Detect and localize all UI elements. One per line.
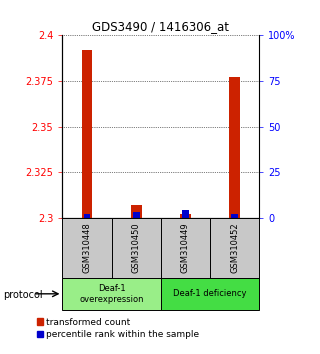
Bar [112, 218, 161, 278]
Title: GDS3490 / 1416306_at: GDS3490 / 1416306_at [92, 20, 229, 33]
Legend: transformed count, percentile rank within the sample: transformed count, percentile rank withi… [36, 318, 200, 339]
Bar [180, 214, 191, 218]
Text: Deaf-1 deficiency: Deaf-1 deficiency [173, 289, 247, 298]
Bar [161, 218, 210, 278]
Text: protocol: protocol [3, 290, 43, 299]
Bar [62, 218, 112, 278]
Bar [133, 212, 140, 218]
Bar [231, 214, 238, 218]
Bar [161, 278, 259, 310]
Bar [182, 210, 189, 218]
Bar [131, 205, 142, 218]
Text: Deaf-1
overexpression: Deaf-1 overexpression [79, 284, 144, 303]
Text: GSM310452: GSM310452 [230, 222, 239, 273]
Bar [210, 218, 259, 278]
Bar [82, 50, 92, 218]
Bar [84, 214, 91, 218]
Bar [229, 77, 240, 218]
Text: GSM310448: GSM310448 [83, 222, 92, 273]
Bar [62, 278, 161, 310]
Text: GSM310450: GSM310450 [132, 222, 141, 273]
Text: GSM310449: GSM310449 [181, 222, 190, 273]
